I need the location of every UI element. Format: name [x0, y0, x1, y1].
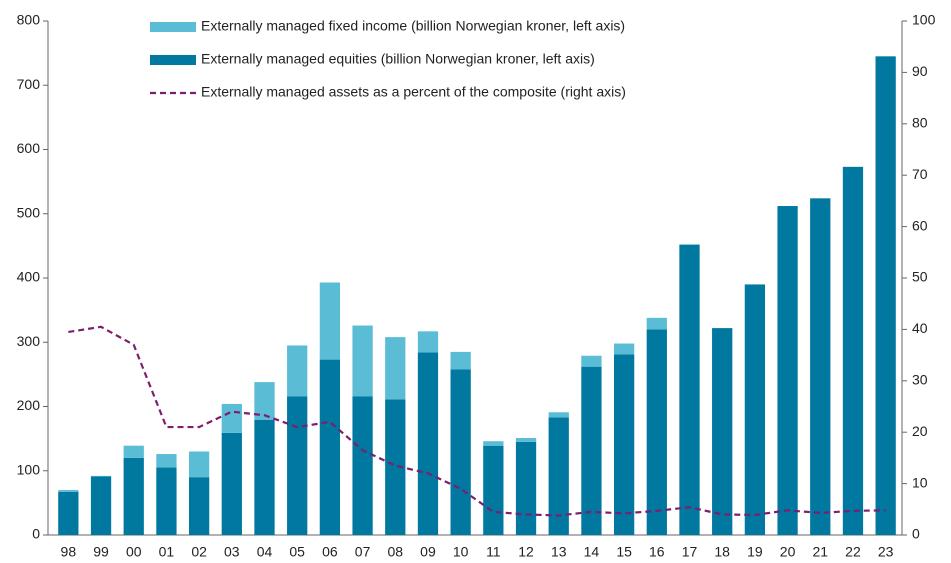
x-tick-label: 21 [812, 544, 828, 560]
x-tick-label: 12 [518, 544, 534, 560]
bar [385, 399, 406, 535]
x-tick-label: 23 [878, 544, 894, 560]
line-series [68, 325, 886, 517]
y2-tick-label: 100 [912, 12, 936, 28]
legend-label: Externally managed equities (billion Nor… [201, 51, 595, 67]
bar [875, 56, 896, 536]
bar [123, 457, 144, 535]
x-tick-label: 15 [616, 544, 632, 560]
y-tick-label: 700 [17, 76, 41, 92]
bar [548, 412, 569, 418]
bar [744, 284, 766, 535]
y-tick-label: 500 [17, 204, 41, 220]
bar [613, 354, 635, 535]
bar [483, 445, 504, 535]
x-tick-label: 99 [93, 544, 109, 560]
x-tick-label: 01 [159, 544, 175, 560]
x-tick-label: 05 [289, 544, 305, 560]
bar [188, 477, 210, 535]
bar [188, 451, 210, 478]
y2-tick-label: 40 [912, 320, 928, 336]
bar [123, 445, 144, 458]
bar [221, 403, 242, 433]
bar [58, 490, 79, 492]
bar [156, 454, 177, 468]
x-tick-label: 04 [257, 544, 273, 560]
x-tick-label: 06 [322, 544, 338, 560]
y2-tick-label: 30 [912, 372, 928, 388]
bar [90, 475, 112, 477]
y2-tick-label: 70 [912, 166, 928, 182]
y2-tick-label: 90 [912, 63, 928, 79]
x-tick-label: 16 [649, 544, 665, 560]
bar [221, 432, 242, 535]
bar [254, 382, 275, 420]
x-tick-label: 08 [387, 544, 403, 560]
legend-swatch [150, 22, 196, 32]
bar [679, 244, 700, 535]
bar [287, 396, 308, 535]
bar [287, 345, 308, 397]
bar [646, 329, 667, 535]
bar [450, 351, 471, 370]
bar [90, 476, 112, 535]
bar [417, 331, 439, 353]
x-tick-label: 98 [61, 544, 77, 560]
y-tick-label: 100 [17, 461, 41, 477]
bar [319, 359, 341, 535]
legend-label: Externally managed assets as a percent o… [201, 84, 626, 100]
y-tick-label: 400 [17, 269, 41, 285]
x-tick-label: 20 [780, 544, 796, 560]
y-tick-label: 600 [17, 140, 41, 156]
bar [515, 441, 537, 535]
legend-swatch [150, 55, 196, 65]
bar [352, 396, 373, 535]
legend-label: Externally managed fixed income (billion… [201, 18, 625, 34]
bar [352, 325, 373, 397]
y2-tick-label: 50 [912, 269, 928, 285]
bar [613, 343, 635, 355]
bar [842, 166, 864, 535]
bar [810, 198, 831, 535]
y2-tick-label: 10 [912, 474, 928, 490]
x-tick-label: 02 [191, 544, 207, 560]
y2-tick-label: 60 [912, 217, 928, 233]
bar [483, 441, 504, 446]
y-tick-label: 300 [17, 333, 41, 349]
x-tick-label: 11 [486, 544, 501, 560]
bar [254, 419, 275, 535]
bar [515, 437, 537, 442]
bar [646, 317, 667, 330]
bar [581, 355, 602, 367]
bar [417, 352, 439, 535]
bar [581, 366, 602, 535]
x-tick-label: 09 [420, 544, 436, 560]
y-tick-label: 0 [32, 526, 40, 542]
bar [548, 417, 569, 535]
bar [712, 328, 733, 535]
x-tick-label: 03 [224, 544, 240, 560]
x-tick-label: 14 [584, 544, 600, 560]
x-tick-label: 13 [551, 544, 567, 560]
x-tick-label: 17 [682, 544, 698, 560]
x-tick-label: 10 [453, 544, 469, 560]
y-tick-label: 800 [17, 12, 41, 28]
x-tick-label: 18 [714, 544, 730, 560]
y2-tick-label: 80 [912, 115, 928, 131]
bar [450, 369, 471, 535]
y-tick-label: 200 [17, 397, 41, 413]
bar [777, 206, 798, 536]
bar [58, 491, 79, 535]
x-tick-label: 19 [747, 544, 763, 560]
x-tick-label: 22 [845, 544, 861, 560]
x-tick-label: 07 [355, 544, 371, 560]
bar [319, 282, 341, 360]
bar [385, 337, 406, 400]
bar [156, 467, 177, 535]
y2-tick-label: 0 [912, 526, 920, 542]
x-tick-label: 00 [126, 544, 142, 560]
y2-tick-label: 20 [912, 423, 928, 439]
